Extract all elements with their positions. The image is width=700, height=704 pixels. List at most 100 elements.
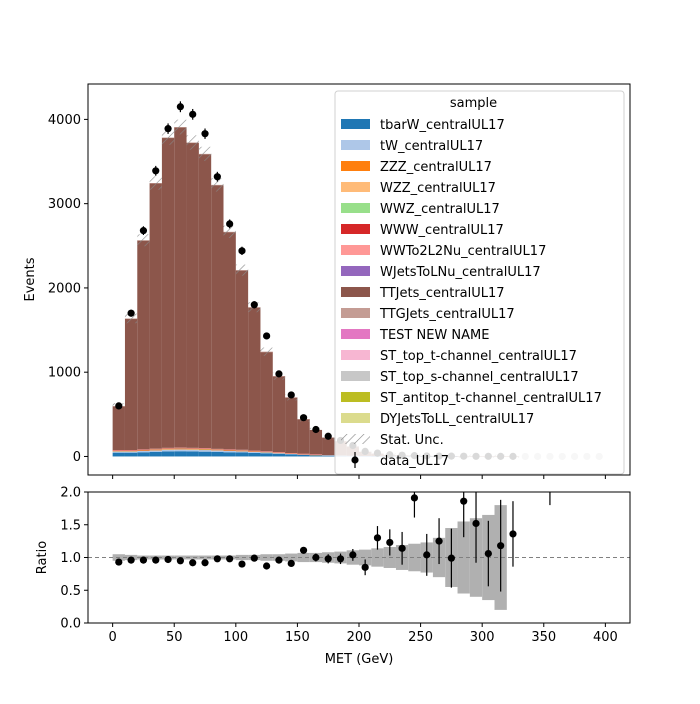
ratio-point <box>115 558 123 566</box>
bar-WWW_centralUL17-6 <box>186 448 199 449</box>
bar-WWTo2L2Nu_centralUL17-0 <box>112 450 125 451</box>
stat-unc-7 <box>198 146 212 161</box>
legend-swatch-ZZZ_centralUL17 <box>341 161 370 171</box>
bar-ZZZ_centralUL17-6 <box>186 449 199 450</box>
y-axis-label: Events <box>23 257 38 301</box>
data-point <box>299 414 308 422</box>
legend-label-TTGJets_centralUL17: TTGJets_centralUL17 <box>379 307 515 322</box>
bar-WWTo2L2Nu_centralUL17-13 <box>272 451 286 453</box>
ratio-unc-24 <box>408 543 421 572</box>
bar-tbarW_centralUL17-11 <box>248 452 261 457</box>
bar-WWTo2L2Nu_centralUL17-10 <box>235 449 249 451</box>
stat-unc-6 <box>186 135 199 150</box>
legend-label-tW_centralUL17: tW_centralUL17 <box>380 139 483 154</box>
bar-TTJets_centralUL17-16 <box>309 429 323 455</box>
stat-unc-5 <box>174 119 187 135</box>
ratio-point <box>201 559 209 567</box>
ratio-x-tick-label: 300 <box>470 630 495 645</box>
ratio-point <box>460 497 468 505</box>
bar-tbarW_centralUL17-3 <box>149 451 162 457</box>
data-point <box>213 173 221 181</box>
bar-WWTo2L2Nu_centralUL17-9 <box>223 449 236 451</box>
legend-label-data: data_UL17 <box>380 454 449 469</box>
legend-swatch-WJetsToLNu_centralUL17 <box>341 266 370 276</box>
ratio-x-tick-label: 350 <box>531 630 556 645</box>
stat-unc-12 <box>260 347 273 356</box>
bar-ZZZ_centralUL17-4 <box>161 449 175 450</box>
y-tick-label: 4000 <box>48 113 81 128</box>
bar-WWW_centralUL17-4 <box>161 448 175 449</box>
series-WWTo2L2Nu_centralUL17 <box>112 447 323 455</box>
bar-TTJets_centralUL17-1 <box>124 318 138 451</box>
legend-label-TTJets_centralUL17: TTJets_centralUL17 <box>379 286 505 301</box>
ratio-unc-28 <box>457 521 470 594</box>
ratio-point <box>386 538 394 547</box>
ratio-unc-7 <box>198 555 212 560</box>
data-point <box>238 247 246 255</box>
bar-tbarW_centralUL17-14 <box>285 454 298 457</box>
ratio-point <box>472 519 480 528</box>
bar-ZZZ_centralUL17-3 <box>149 449 162 451</box>
legend-swatch-WWW_centralUL17 <box>341 224 370 234</box>
bar-tW_centralUL17-3 <box>149 449 162 452</box>
bar-TTJets_centralUL17-17 <box>322 437 335 456</box>
legend-box <box>334 90 625 475</box>
ratio-point <box>312 553 320 562</box>
ratio-point <box>263 562 271 570</box>
bar-tbarW_centralUL17-1 <box>124 452 138 457</box>
data-point <box>115 402 123 410</box>
bar-tbarW_centralUL17-7 <box>198 451 212 457</box>
legend-swatch-WWZ_centralUL17 <box>341 203 370 213</box>
bar-WWTo2L2Nu_centralUL17-6 <box>186 447 199 449</box>
data-point <box>164 125 172 133</box>
bar-tbarW_centralUL17-17 <box>322 455 335 457</box>
bar-WWTo2L2Nu_centralUL17-11 <box>248 450 261 452</box>
ratio-point <box>250 554 258 562</box>
data-point <box>312 425 320 434</box>
ratio-point <box>497 542 505 550</box>
bar-WWTo2L2Nu_centralUL17-12 <box>260 451 273 452</box>
data-point <box>176 103 184 111</box>
ratio-plot: 0.0 0.5 1.0 1.5 2.0 0 50 100 150 200 250 300 350 400 M… <box>35 486 631 667</box>
ratio-unc-20 <box>359 549 372 566</box>
bar-WWW_centralUL17-5 <box>174 447 187 449</box>
data-point <box>275 370 283 378</box>
bar-TTJets_centralUL17-4 <box>161 137 175 448</box>
bar-TTJets_centralUL17-15 <box>297 419 310 454</box>
legend: sample tbarW_centralUL17 tW_centralUL17 ZZZ… <box>334 90 625 475</box>
stat-unc-10 <box>235 264 249 276</box>
bar-WZZ_centralUL17-3 <box>149 449 162 451</box>
bar-TTJets_centralUL17-13 <box>272 376 286 452</box>
bar-tW_centralUL17-17 <box>322 455 335 456</box>
ratio-point <box>423 551 431 559</box>
bar-tW_centralUL17-10 <box>235 450 249 453</box>
ratio-unc-15 <box>297 552 310 563</box>
ratio-point <box>275 556 283 564</box>
bar-tW_centralUL17-5 <box>174 449 187 452</box>
bar-tW_centralUL17-7 <box>198 449 212 452</box>
stat-unc-9 <box>223 225 236 238</box>
ratio-point <box>447 554 455 562</box>
data-point <box>189 110 197 118</box>
legend-swatch-TEST NEW NAME <box>341 329 370 339</box>
data-point <box>127 309 135 317</box>
ratio-point <box>410 494 419 502</box>
bar-WZZ_centralUL17-7 <box>198 449 212 450</box>
ratio-x-tick-label: 150 <box>285 630 310 645</box>
ratio-content <box>88 492 630 610</box>
legend-label-WWW_centralUL17: WWW_centralUL17 <box>380 223 504 238</box>
data-point <box>201 130 209 138</box>
bar-tbarW_centralUL17-5 <box>174 451 187 457</box>
legend-label-WZZ_centralUL17: WZZ_centralUL17 <box>380 181 496 196</box>
ratio-point <box>189 559 197 567</box>
bar-WWTo2L2Nu_centralUL17-3 <box>149 448 162 450</box>
bar-TTJets_centralUL17-10 <box>235 270 249 450</box>
bar-tW_centralUL17-12 <box>260 451 273 454</box>
bar-WWTo2L2Nu_centralUL17-15 <box>297 453 310 455</box>
bar-TTJets_centralUL17-11 <box>248 307 261 451</box>
ratio-point <box>176 557 184 565</box>
bar-WZZ_centralUL17-4 <box>161 448 175 450</box>
legend-label-DYJetsToLL_centralUL17: DYJetsToLL_centralUL17 <box>380 412 534 427</box>
legend-data-marker <box>351 456 359 464</box>
